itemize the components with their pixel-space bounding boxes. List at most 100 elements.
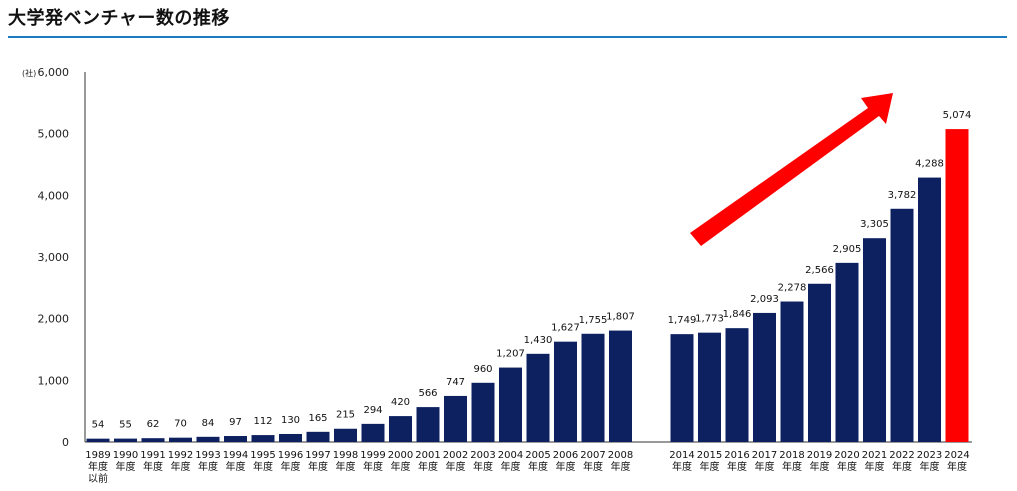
page-title: 大学発ベンチャー数の推移 bbox=[8, 8, 230, 29]
x-tick-label: 年度 bbox=[363, 460, 383, 473]
x-tick-label: 年度 bbox=[226, 460, 246, 473]
y-tick-label: 6,000 bbox=[38, 66, 70, 79]
value-label: 62 bbox=[147, 419, 160, 430]
x-tick-label: 年度 bbox=[947, 460, 967, 473]
x-tick-label: 年度 bbox=[865, 460, 885, 473]
x-tick-label: 2024 bbox=[944, 450, 969, 461]
value-label: 54 bbox=[92, 420, 105, 431]
y-unit-label: (社) bbox=[22, 68, 36, 78]
bar bbox=[780, 301, 804, 442]
value-label: 4,288 bbox=[915, 159, 944, 170]
bar bbox=[416, 407, 440, 442]
bar bbox=[196, 436, 220, 442]
y-tick-label: 1,000 bbox=[38, 374, 70, 387]
x-tick-label: 2016 bbox=[724, 450, 749, 461]
trend-arrow bbox=[690, 93, 893, 246]
x-tick-label: 2001 bbox=[415, 450, 440, 461]
x-tick-label: 2019 bbox=[807, 450, 832, 461]
x-tick-label: 2015 bbox=[697, 450, 722, 461]
x-tick-label: 1990 bbox=[113, 450, 138, 461]
x-tick-label: 年度 bbox=[611, 460, 631, 473]
x-tick-label: 2007 bbox=[580, 450, 605, 461]
x-tick-label: 年度 bbox=[198, 460, 218, 473]
x-tick-label: 年度 bbox=[88, 460, 108, 473]
title-divider bbox=[8, 36, 1007, 38]
bar bbox=[471, 382, 495, 442]
bar bbox=[581, 333, 605, 442]
x-tick-label: 年度 bbox=[446, 460, 466, 473]
value-label: 294 bbox=[363, 405, 382, 416]
x-tick-label: 2004 bbox=[498, 450, 523, 461]
bar bbox=[945, 129, 969, 442]
value-labels: 54 55 62 70 84 97 112 130 165 215 294 420 566 747 960 1… bbox=[92, 110, 972, 431]
y-tick-label: 5,000 bbox=[38, 128, 70, 141]
bar bbox=[918, 177, 941, 442]
bar bbox=[835, 262, 859, 442]
bar bbox=[753, 312, 776, 442]
y-tick-label: 0 bbox=[62, 436, 69, 449]
value-label: 2,093 bbox=[750, 294, 779, 305]
x-tick-label: 年度 bbox=[583, 460, 603, 473]
x-tick-label: 2023 bbox=[917, 450, 942, 461]
x-tick-label: 1992 bbox=[168, 450, 193, 461]
x-tick-label: 1993 bbox=[195, 450, 220, 461]
x-tick-label: 年度 bbox=[391, 460, 411, 473]
value-label: 2,905 bbox=[833, 244, 862, 255]
x-tick-label: 2005 bbox=[525, 450, 550, 461]
x-tick-label: 年度 bbox=[143, 460, 163, 473]
x-tick-label: 1998 bbox=[333, 450, 358, 461]
x-tick-label: 2003 bbox=[470, 450, 495, 461]
bar bbox=[670, 334, 694, 442]
x-tick-label: 年度 bbox=[116, 460, 136, 473]
x-tick-label: 1994 bbox=[223, 450, 248, 461]
x-tick-label: 年度 bbox=[171, 460, 191, 473]
x-tick-label: 2000 bbox=[388, 450, 413, 461]
x-tick-label: 2008 bbox=[608, 450, 633, 461]
x-tick-label: 年度 bbox=[810, 460, 830, 473]
value-label: 2,566 bbox=[805, 265, 834, 276]
value-label: 70 bbox=[174, 419, 187, 430]
bar bbox=[808, 283, 831, 442]
x-tick-label: 年度 bbox=[556, 460, 576, 473]
x-tick-label: 年度 bbox=[727, 460, 747, 473]
bar bbox=[698, 332, 721, 442]
trend-arrow-shape bbox=[690, 93, 893, 246]
value-label: 566 bbox=[418, 388, 437, 399]
bar bbox=[114, 438, 137, 442]
value-label: 2,278 bbox=[778, 283, 807, 294]
x-tick-label: 1991 bbox=[140, 450, 165, 461]
x-tick-label: 2017 bbox=[752, 450, 777, 461]
x-tick-label: 1989 bbox=[85, 450, 110, 461]
x-tick-label: 年度 bbox=[672, 460, 692, 473]
value-label: 1,773 bbox=[695, 314, 724, 325]
value-label: 97 bbox=[229, 417, 242, 428]
value-label: 747 bbox=[446, 377, 465, 388]
value-label: 1,749 bbox=[668, 315, 697, 326]
value-label: 1,846 bbox=[723, 309, 752, 320]
bars bbox=[86, 129, 969, 442]
bar bbox=[279, 433, 302, 442]
x-tick-label: 年度 bbox=[892, 460, 912, 473]
bar bbox=[499, 367, 522, 442]
x-tick-label: 2022 bbox=[889, 450, 914, 461]
bar bbox=[863, 238, 886, 442]
bar bbox=[251, 435, 275, 442]
bar bbox=[306, 431, 330, 442]
x-tick-label: 2018 bbox=[779, 450, 804, 461]
bar bbox=[169, 437, 192, 442]
y-tick-label: 2,000 bbox=[38, 313, 70, 326]
x-tick-label: 1997 bbox=[305, 450, 330, 461]
value-label: 1,430 bbox=[524, 335, 553, 346]
value-label: 960 bbox=[473, 364, 492, 375]
y-tick-label: 4,000 bbox=[38, 189, 70, 202]
x-tick-label: 1995 bbox=[250, 450, 275, 461]
x-tick-label: 年度 bbox=[473, 460, 493, 473]
x-axis-labels: 1989年度以前1990年度1991年度1992年度1993年度1994年度19… bbox=[85, 450, 969, 485]
value-label: 215 bbox=[336, 410, 355, 421]
bar bbox=[86, 438, 110, 442]
x-tick-label: 1999 bbox=[360, 450, 385, 461]
value-label: 165 bbox=[308, 413, 327, 424]
x-tick-label: 1996 bbox=[278, 450, 303, 461]
bar bbox=[554, 341, 577, 442]
x-tick-label: 年度 bbox=[253, 460, 273, 473]
